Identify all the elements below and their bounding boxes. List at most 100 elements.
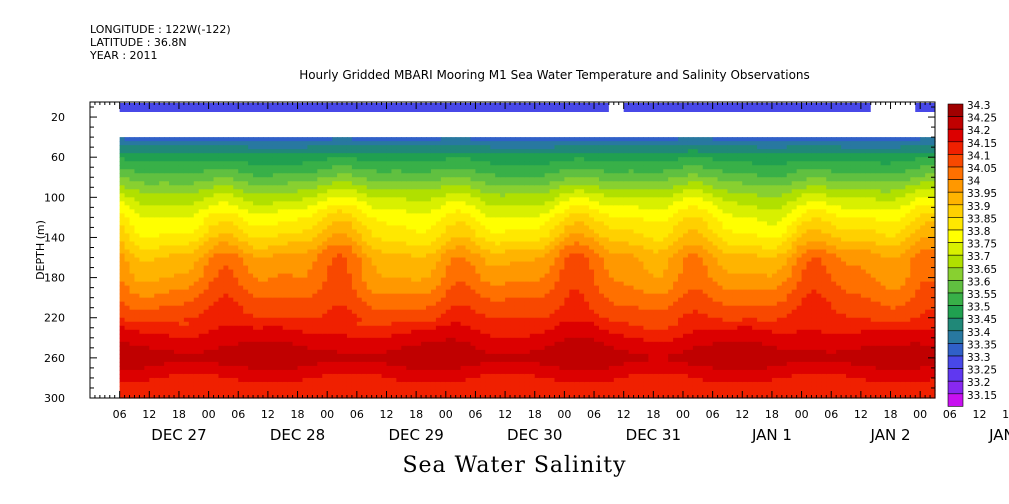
heatmap-cell xyxy=(426,337,432,343)
heatmap-cell xyxy=(322,385,328,391)
heatmap-cell xyxy=(361,177,368,182)
heatmap-cell xyxy=(475,205,481,210)
heatmap-cell xyxy=(421,141,427,146)
heatmap-cell xyxy=(218,353,225,359)
heatmap-cell xyxy=(332,241,338,247)
heatmap-cell xyxy=(233,269,239,275)
heatmap-cell xyxy=(332,213,338,218)
heatmap-cell xyxy=(124,361,131,367)
heatmap-cell xyxy=(381,361,388,367)
heatmap-cell xyxy=(465,141,472,146)
heatmap-cell xyxy=(188,269,195,275)
heatmap-cell xyxy=(292,153,299,158)
heatmap-cell xyxy=(411,249,417,255)
heatmap-cell xyxy=(238,249,244,255)
heatmap-cell xyxy=(174,205,180,210)
heatmap-cell xyxy=(480,249,486,255)
heatmap-cell xyxy=(401,241,407,247)
heatmap-cell xyxy=(445,281,452,287)
heatmap-cell xyxy=(272,225,279,231)
heatmap-cell xyxy=(238,357,244,363)
heatmap-cell xyxy=(421,193,427,198)
heatmap-cell xyxy=(396,169,402,174)
heatmap-cell xyxy=(139,201,145,206)
heatmap-cell xyxy=(277,277,284,283)
heatmap-cell xyxy=(401,373,407,379)
heatmap-cell xyxy=(169,221,175,227)
heatmap-cell xyxy=(480,377,486,383)
heatmap-cell xyxy=(183,265,190,271)
heatmap-cell xyxy=(356,245,363,251)
heatmap-cell xyxy=(406,233,412,239)
heatmap-cell xyxy=(327,161,333,166)
heatmap-cell xyxy=(267,181,274,186)
heatmap-cell xyxy=(396,321,402,327)
heatmap-cell xyxy=(406,185,412,190)
heatmap-cell xyxy=(174,321,180,327)
heatmap-cell xyxy=(426,333,432,339)
heatmap-cell xyxy=(465,333,472,339)
heatmap-cell xyxy=(302,317,309,323)
heatmap-cell xyxy=(154,165,160,170)
heatmap-cell xyxy=(346,365,353,371)
heatmap-cell xyxy=(129,317,136,323)
heatmap-cell xyxy=(406,385,412,391)
heatmap-cell xyxy=(317,229,323,235)
heatmap-cell xyxy=(495,297,501,303)
heatmap-cell xyxy=(480,169,486,174)
heatmap-cell xyxy=(401,249,407,255)
heatmap-cell xyxy=(223,165,229,170)
heatmap-cell xyxy=(406,365,412,371)
heatmap-cell xyxy=(470,145,477,150)
heatmap-cell xyxy=(307,257,313,263)
heatmap-cell xyxy=(272,265,279,271)
heatmap-cell xyxy=(149,245,155,251)
heatmap-cell xyxy=(391,153,397,158)
heatmap-cell xyxy=(164,373,170,379)
heatmap-cell xyxy=(119,317,126,323)
heatmap-cell xyxy=(267,209,274,214)
heatmap-cell xyxy=(381,257,388,263)
heatmap-cell xyxy=(450,265,457,271)
heatmap-cell xyxy=(391,245,397,251)
heatmap-cell xyxy=(475,289,481,295)
heatmap-cell xyxy=(282,285,289,291)
heatmap-cell xyxy=(470,293,477,299)
heatmap-cell xyxy=(253,369,259,375)
heatmap-cell xyxy=(159,249,165,255)
heatmap-cell xyxy=(376,205,383,210)
heatmap-cell xyxy=(248,189,254,194)
heatmap-cell xyxy=(213,301,220,307)
heatmap-cell xyxy=(366,393,373,399)
heatmap-cell xyxy=(144,349,150,355)
heatmap-cell xyxy=(440,245,447,251)
heatmap-cell xyxy=(337,277,343,283)
heatmap-cell xyxy=(223,173,229,178)
heatmap-cell xyxy=(361,321,368,327)
heatmap-cell xyxy=(297,177,304,182)
heatmap-cell xyxy=(223,357,229,363)
heatmap-cell xyxy=(480,273,486,279)
heatmap-cell xyxy=(183,309,190,315)
heatmap-cell xyxy=(178,249,185,255)
heatmap-cell xyxy=(332,265,338,271)
heatmap-cell xyxy=(495,169,501,174)
heatmap-cell xyxy=(421,269,427,275)
heatmap-cell xyxy=(302,345,309,351)
heatmap-cell xyxy=(490,141,496,146)
heatmap-cell xyxy=(327,353,333,359)
heatmap-cell xyxy=(490,157,496,162)
heatmap-cell xyxy=(282,197,289,202)
heatmap-cell xyxy=(267,169,274,174)
heatmap-cell xyxy=(129,301,136,307)
heatmap-cell xyxy=(342,353,348,359)
heatmap-cell xyxy=(411,181,417,186)
heatmap-cell xyxy=(238,177,244,182)
heatmap-cell xyxy=(208,293,215,299)
heatmap-cell xyxy=(322,221,328,227)
heatmap-cell xyxy=(346,301,353,307)
heatmap-cell xyxy=(342,305,348,311)
heatmap-cell xyxy=(337,381,343,387)
heatmap-cell xyxy=(495,325,501,331)
heatmap-cell xyxy=(342,185,348,190)
